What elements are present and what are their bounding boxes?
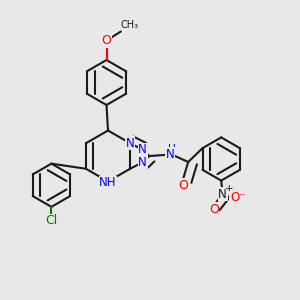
Text: O: O (178, 179, 188, 192)
Text: +: + (225, 184, 234, 194)
Text: Cl: Cl (45, 214, 58, 227)
Text: O: O (102, 34, 111, 47)
Text: H: H (168, 144, 176, 154)
Text: NH: NH (99, 176, 117, 190)
Text: N: N (138, 156, 147, 169)
Text: O: O (209, 202, 219, 216)
Text: N: N (218, 188, 227, 201)
Text: N: N (166, 148, 175, 161)
Text: O⁻: O⁻ (230, 191, 245, 204)
Text: CH₃: CH₃ (121, 20, 139, 30)
Text: N: N (138, 143, 147, 156)
Text: N: N (126, 137, 134, 150)
